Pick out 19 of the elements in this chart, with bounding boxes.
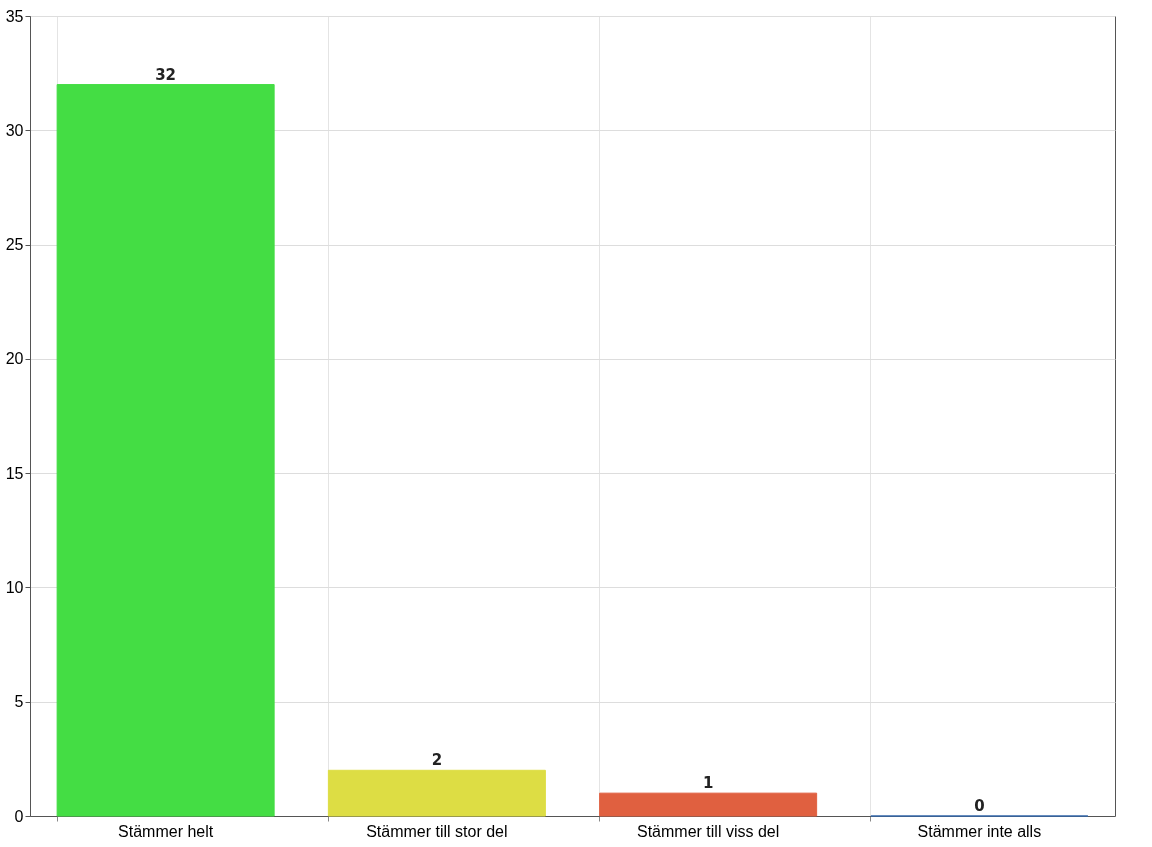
data-label: 1 (702, 774, 714, 793)
y-tick-label: 15 (5, 464, 24, 482)
x-tick-label: Stämmer till viss del (637, 822, 780, 840)
y-tick-label: 30 (5, 121, 24, 139)
bar (56, 84, 275, 817)
y-tick-label: 25 (5, 236, 24, 254)
y-tick-label: 20 (5, 350, 24, 368)
x-tick-label: Stämmer till stor del (366, 822, 508, 840)
bar (599, 792, 818, 817)
y-tick-label: 35 (5, 7, 24, 25)
y-tick-label: 0 (14, 807, 24, 825)
data-label: 0 (974, 797, 985, 815)
y-tick-label: 10 (5, 578, 24, 596)
x-tick-label: Stämmer inte alls (917, 822, 1042, 840)
x-tick-label: Stämmer helt (118, 822, 214, 840)
bar (327, 769, 546, 817)
data-label: 32 (155, 65, 177, 84)
y-tick-label: 5 (14, 693, 24, 711)
data-label: 2 (431, 751, 443, 770)
